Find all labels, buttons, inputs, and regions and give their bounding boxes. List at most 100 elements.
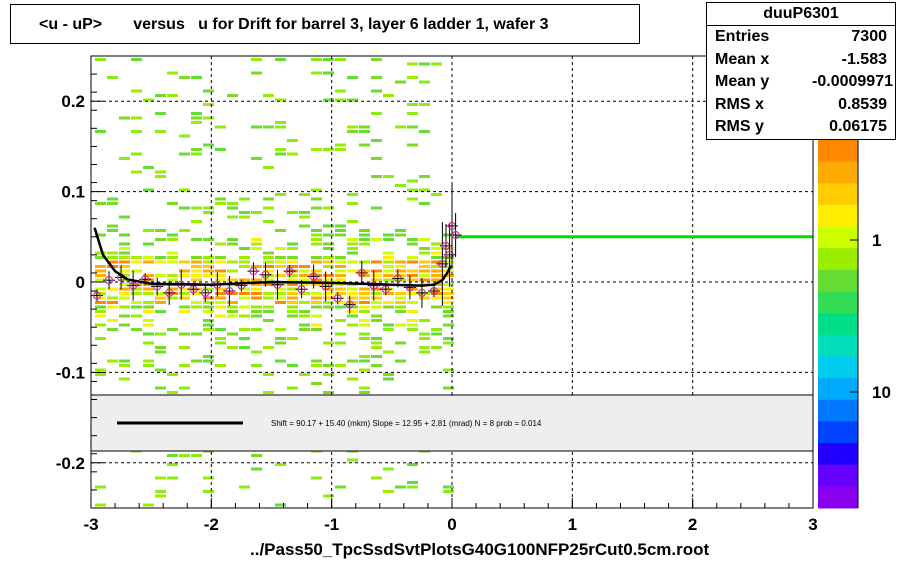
heatmap-cell [131, 287, 142, 291]
heatmap-cell [263, 94, 274, 97]
heatmap-cell [443, 292, 454, 295]
heatmap-cell [371, 157, 382, 160]
heatmap-cell [359, 355, 370, 358]
heatmap-cell [299, 278, 310, 282]
heatmap-cell [323, 206, 334, 210]
profile-point [201, 288, 210, 297]
heatmap-cell [407, 485, 418, 489]
heatmap-cell [383, 350, 394, 354]
profile-point [92, 291, 102, 300]
heatmap-cell [119, 233, 130, 237]
heatmap-cell [179, 269, 190, 273]
heatmap-cell [395, 184, 406, 187]
heatmap-cell [191, 152, 202, 156]
heatmap-cell [227, 215, 238, 219]
heatmap-cell [95, 368, 106, 372]
heatmap-cell [323, 373, 334, 376]
heatmap-cell [383, 377, 394, 381]
heatmap-cell [239, 337, 250, 340]
stats-name: duuP6301 [707, 3, 895, 26]
stats-label: Mean x [715, 50, 770, 68]
heatmap-cell [311, 269, 322, 273]
heatmap-cell [347, 359, 358, 363]
heatmap-cell [251, 287, 262, 291]
heatmap-cell [323, 301, 334, 304]
heatmap-cell [167, 256, 178, 259]
heatmap-cell [335, 148, 346, 151]
heatmap-cell [263, 278, 274, 282]
heatmap-cell [119, 265, 130, 268]
heatmap-cell [287, 242, 298, 246]
heatmap-cell [431, 278, 442, 282]
heatmap-cell [335, 143, 346, 147]
heatmap-cell [335, 89, 346, 93]
heatmap-cell [107, 287, 118, 291]
heatmap-cell [131, 328, 142, 331]
heatmap-cell [371, 305, 382, 309]
palette-cell [818, 140, 858, 163]
heatmap-cell [407, 274, 418, 277]
heatmap-cell [143, 503, 154, 507]
heatmap-cell [275, 337, 286, 340]
heatmap-cell [371, 269, 382, 273]
heatmap-cell [239, 211, 250, 214]
heatmap-cell [155, 296, 166, 300]
heatmap-cell [167, 296, 178, 300]
heatmap-cell [419, 202, 430, 205]
heatmap-cell [443, 337, 454, 340]
heatmap-cell [191, 274, 202, 277]
heatmap-cell [383, 292, 394, 295]
heatmap-cell [359, 292, 370, 295]
heatmap-cell [155, 490, 166, 493]
heatmap-cell [383, 233, 394, 237]
heatmap-cell [311, 283, 322, 286]
heatmap-cell [143, 359, 154, 363]
heatmap-cell [371, 76, 382, 79]
x-axis-title: ../Pass50_TpcSsdSvtPlotsG40G100NFP25rCut… [250, 540, 710, 559]
heatmap-cell [443, 256, 454, 259]
heatmap-cell [407, 112, 418, 115]
heatmap-cell [131, 89, 142, 93]
heatmap-cell [299, 265, 310, 268]
profile-point [129, 281, 138, 290]
heatmap-cell [443, 233, 454, 237]
heatmap-cell [263, 265, 274, 268]
heatmap-cell [251, 211, 262, 214]
heatmap-cell [131, 305, 142, 309]
heatmap-cell [215, 305, 226, 309]
heatmap-cell [419, 238, 430, 241]
heatmap-cell [215, 337, 226, 340]
heatmap-cell [347, 98, 358, 102]
heatmap-cell [155, 332, 166, 336]
heatmap-cell [311, 238, 322, 241]
heatmap-cell [179, 305, 190, 309]
heatmap-cell [359, 391, 370, 394]
heatmap-cell [323, 260, 334, 264]
heatmap-cell [143, 166, 154, 169]
x-tick-label: 1 [568, 515, 577, 534]
heatmap-cell [443, 283, 454, 286]
heatmap-cell [371, 355, 382, 358]
heatmap-cell [311, 382, 322, 385]
heatmap-cell [167, 71, 178, 75]
heatmap-cell [431, 256, 442, 259]
heatmap-cell [371, 337, 382, 340]
heatmap-cell [263, 269, 274, 273]
heatmap-cell [383, 274, 394, 277]
heatmap-cell [95, 58, 106, 61]
heatmap-cell [95, 278, 106, 282]
heatmap-cell [239, 292, 250, 295]
heatmap-cell [107, 76, 118, 79]
heatmap-cell [407, 319, 418, 322]
heatmap-cell [215, 292, 226, 295]
heatmap-cell [167, 202, 178, 205]
heatmap-cell [287, 247, 298, 250]
heatmap-cell [407, 463, 418, 466]
heatmap-cell [131, 170, 142, 174]
heatmap-cell [311, 305, 322, 309]
heatmap-cell [371, 58, 382, 61]
heatmap-cell [239, 278, 250, 282]
profile-point [104, 276, 114, 285]
palette-cell [818, 269, 858, 293]
heatmap-cell [287, 152, 298, 156]
